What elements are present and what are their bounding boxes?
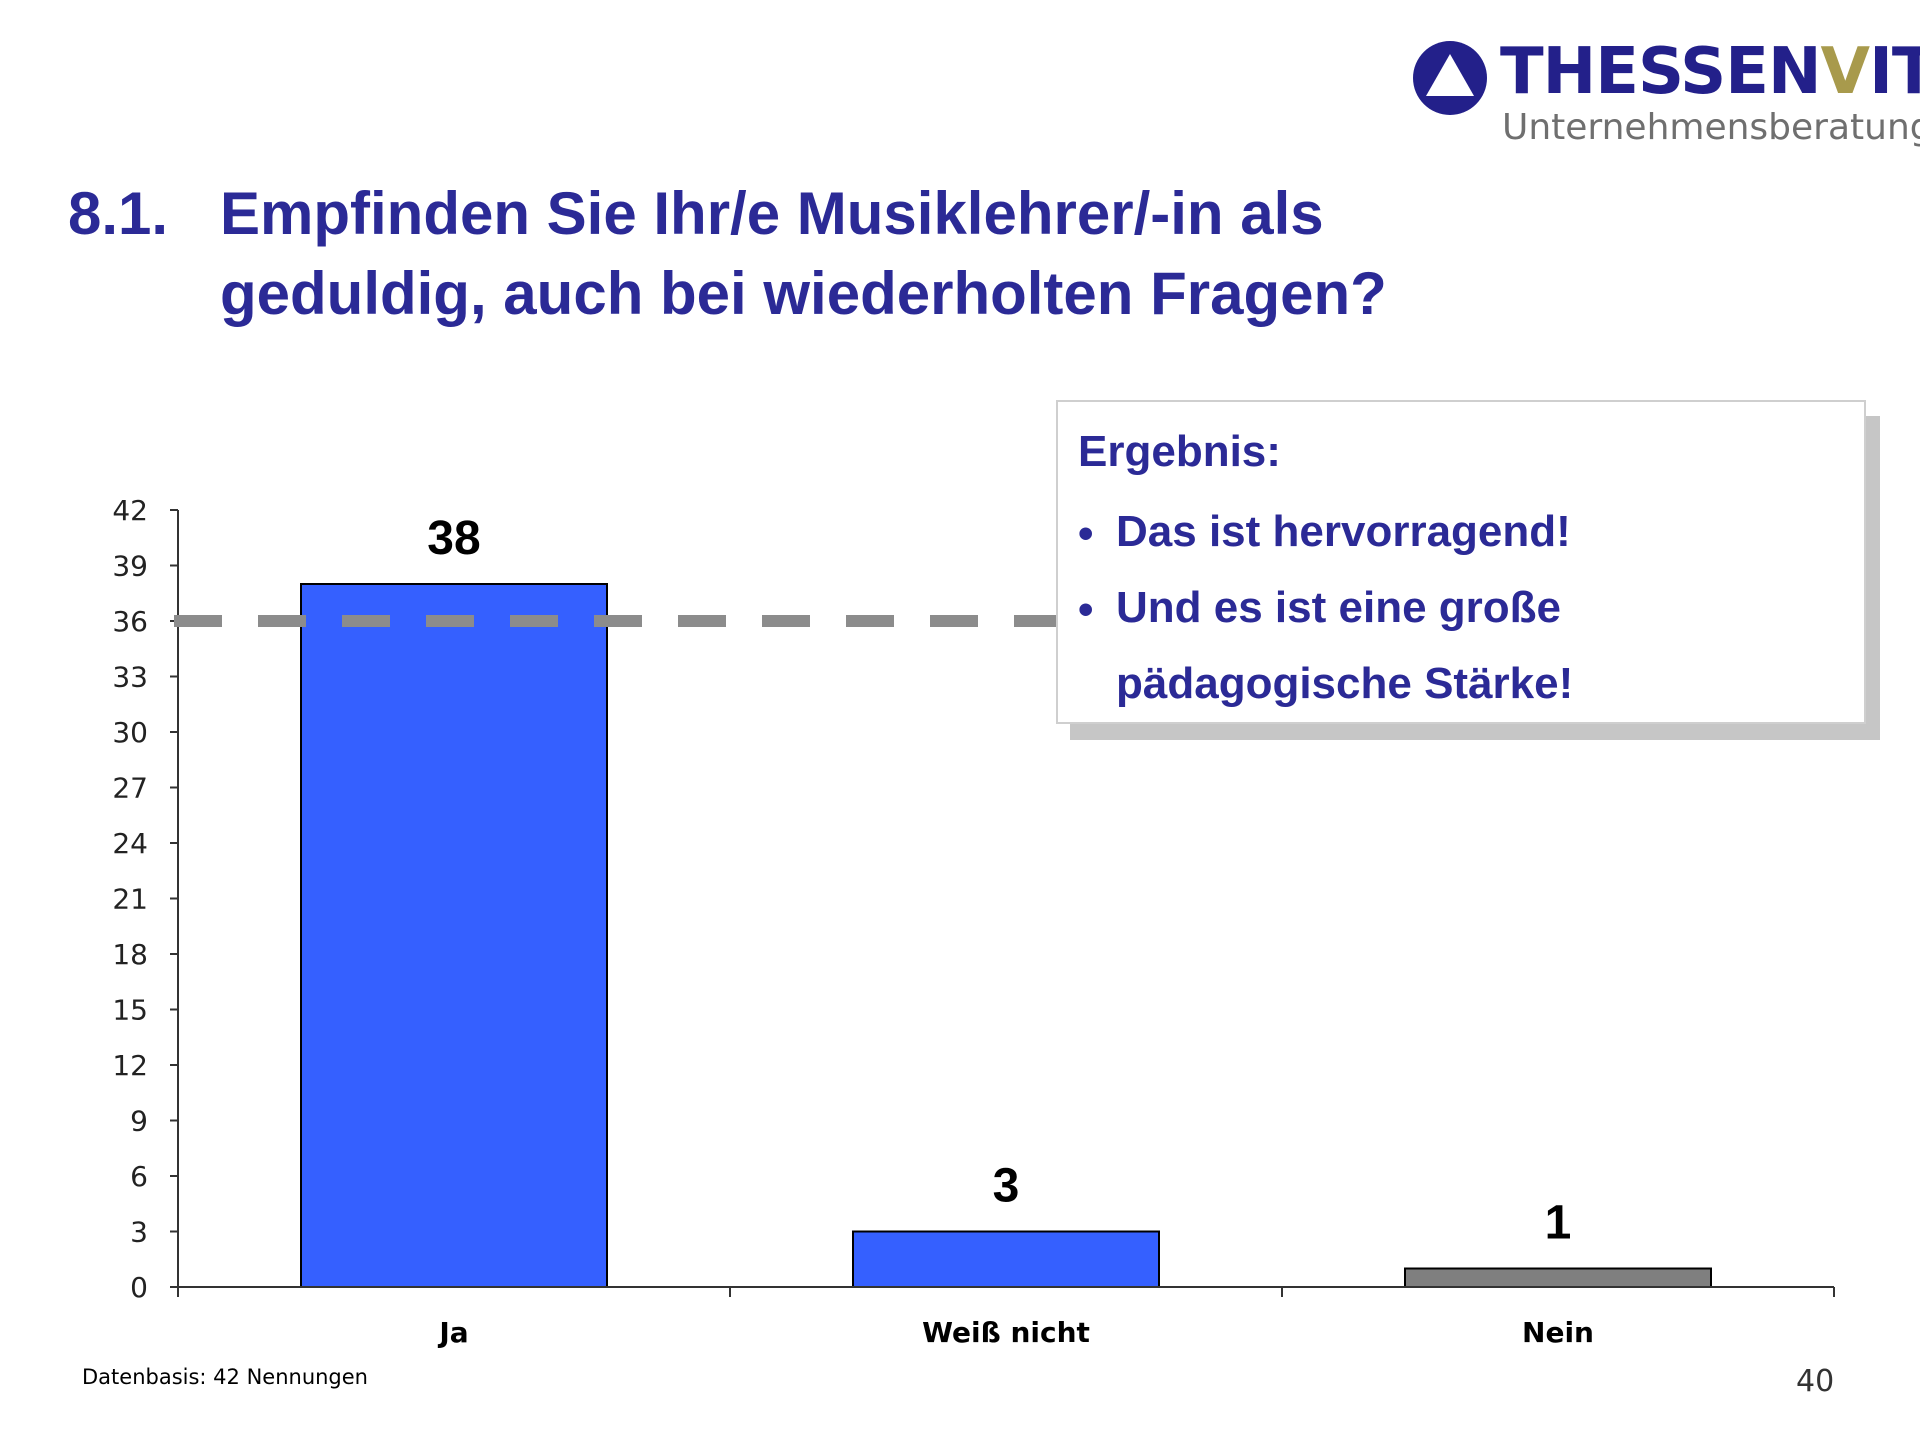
bar-nein [1404, 1267, 1712, 1288]
result-bullet-2-line-1: Und es ist eine große [1116, 583, 1561, 632]
logo-tagline: Unternehmensberatung [1502, 107, 1920, 148]
result-heading: Ergebnis: [1078, 427, 1281, 476]
y-tick-label: 12 [112, 1049, 148, 1082]
data-label: 1 [1545, 1197, 1572, 1250]
y-tick-label: 6 [130, 1160, 148, 1193]
bar-ja [300, 583, 608, 1288]
bullet-2-symbol: • [1078, 585, 1094, 634]
title-line-2: geduldig, auch bei wiederholten Fragen? [220, 260, 1387, 327]
bar-wei-nicht [852, 1230, 1160, 1288]
y-tick-label: 9 [130, 1105, 148, 1138]
y-tick-label: 3 [130, 1216, 148, 1249]
y-tick-label: 39 [112, 550, 148, 583]
logo-wordmark: THESSENVITZ [1500, 35, 1920, 109]
y-tick-label: 33 [112, 661, 148, 694]
data-label: 38 [427, 512, 480, 565]
category-label: Weiß nicht [922, 1316, 1090, 1349]
title-line-1: Empfinden Sie Ihr/e Musiklehrer/-in als [220, 180, 1324, 247]
y-tick-label: 18 [112, 938, 148, 971]
page-number: 40 [1796, 1364, 1835, 1399]
y-tick-label: 24 [112, 827, 148, 860]
triangle-circle-logo-icon [1413, 41, 1487, 115]
result-box: Ergebnis: • Das ist hervorragend! • Und … [1056, 400, 1866, 724]
category-label: Nein [1522, 1316, 1594, 1349]
y-tick-label: 0 [130, 1271, 148, 1304]
y-tick-label: 30 [112, 716, 148, 749]
category-label: Ja [437, 1316, 468, 1349]
y-tick-label: 27 [112, 772, 148, 805]
datenbasis-note: Datenbasis: 42 Nennungen [82, 1365, 368, 1389]
y-tick-label: 15 [112, 994, 148, 1027]
result-bullet-1: Das ist hervorragend! [1116, 507, 1571, 556]
y-tick-label: 21 [112, 883, 148, 916]
company-logo: THESSENVITZ Unternehmensberatung [1410, 34, 1920, 154]
data-label: 3 [993, 1160, 1020, 1213]
y-tick-label: 36 [112, 605, 148, 638]
title-number: 8.1. [68, 180, 169, 247]
bullet-1-symbol: • [1078, 509, 1094, 558]
result-bullet-2-line-2: pädagogische Stärke! [1116, 659, 1574, 708]
y-tick-label: 42 [112, 494, 148, 527]
